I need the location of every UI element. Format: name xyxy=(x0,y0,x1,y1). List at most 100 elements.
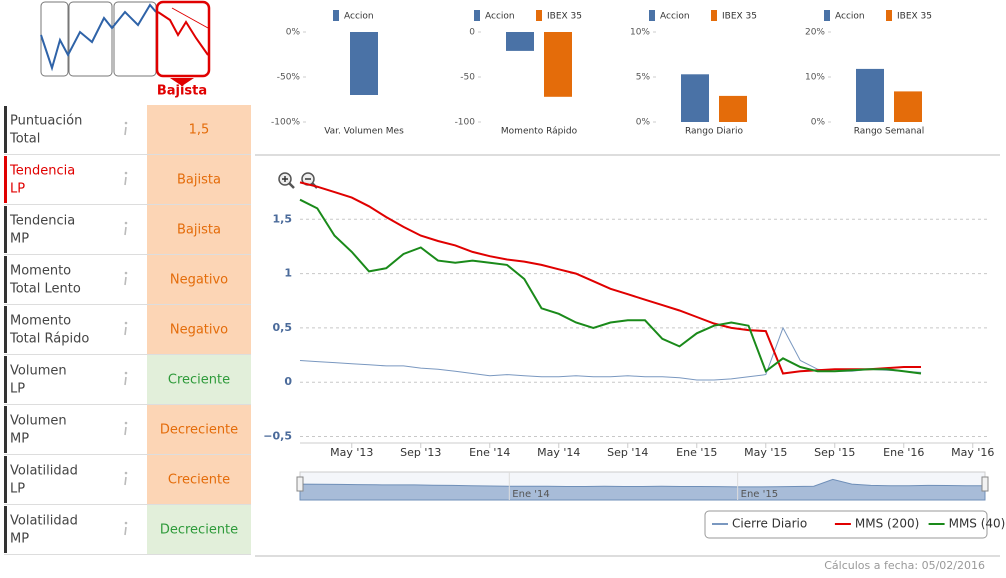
y-tick-label: −0,5 xyxy=(263,429,292,442)
indicator-label: Puntuación xyxy=(10,114,82,129)
bar xyxy=(719,95,747,122)
indicator-cell xyxy=(147,255,251,304)
trend-sparkline xyxy=(157,11,209,56)
y-tick-label: 0,5 xyxy=(273,321,293,334)
indicator-label: Total xyxy=(9,132,40,147)
x-tick-label: Ene '15 xyxy=(676,446,717,459)
row-marker xyxy=(4,106,7,153)
indicator-label: Momento xyxy=(10,264,71,279)
legend-swatch xyxy=(711,10,717,21)
legend-swatch xyxy=(333,10,339,21)
indicator-label: Tendencia xyxy=(9,214,75,229)
info-icon-stem xyxy=(124,176,127,186)
info-icon-dot xyxy=(124,471,128,475)
info-icon-stem xyxy=(124,476,127,486)
indicator-value: Decreciente xyxy=(160,423,238,438)
indicator-value: Negativo xyxy=(170,323,228,338)
info-icon-stem xyxy=(124,326,127,336)
navigator-tick-label: Ene '14 xyxy=(512,489,549,500)
y-tick-label: 0% xyxy=(636,118,651,128)
indicator-cell xyxy=(147,405,251,454)
navigator-handle[interactable] xyxy=(981,476,989,492)
legend-label[interactable]: Cierre Diario xyxy=(732,517,807,531)
y-tick-label: 20% xyxy=(805,28,825,38)
trend-icon[interactable] xyxy=(68,1,113,77)
category-label: Rango Semanal xyxy=(854,127,925,137)
x-tick-label: Sep '14 xyxy=(607,446,648,459)
x-tick-label: Ene '14 xyxy=(469,446,510,459)
info-icon-stem xyxy=(124,526,127,536)
indicator-cell xyxy=(147,505,251,554)
bar xyxy=(350,32,378,95)
info-icon-stem xyxy=(124,426,127,436)
indicator-cell xyxy=(147,155,251,204)
legend-label: IBEX 35 xyxy=(897,12,932,22)
navigator-handle[interactable] xyxy=(296,476,304,492)
indicator-label: Volumen xyxy=(10,414,67,429)
y-tick-label: -50 xyxy=(460,73,475,83)
navigator-tick-label: Ene '15 xyxy=(741,489,778,500)
indicator-value: Decreciente xyxy=(160,523,238,538)
bar xyxy=(894,91,922,122)
x-tick-label: May '15 xyxy=(744,446,787,459)
trend-icon[interactable] xyxy=(113,1,157,77)
x-tick-label: May '13 xyxy=(330,446,373,459)
indicator-label: Total Rápido xyxy=(9,332,89,347)
category-label: Momento Rápido xyxy=(501,127,578,137)
indicator-label: Tendencia xyxy=(9,164,75,179)
info-icon-dot xyxy=(124,271,128,275)
indicator-cell xyxy=(147,355,251,404)
x-tick-label: May '16 xyxy=(951,446,994,459)
y-tick-label: 0 xyxy=(284,375,292,388)
indicator-cell xyxy=(147,105,251,154)
info-icon-dot xyxy=(124,171,128,175)
category-label: Rango Diario xyxy=(685,127,744,137)
info-icon-dot xyxy=(124,521,128,525)
footer: Cálculos a fecha: 05/02/2016 xyxy=(824,559,985,572)
y-tick-label: -100 xyxy=(455,118,476,128)
zoom-out[interactable] xyxy=(301,172,318,189)
indicator-cell xyxy=(147,455,251,504)
pointer xyxy=(170,78,194,86)
legend-label[interactable]: MMS (200) xyxy=(855,517,919,531)
row-marker xyxy=(4,156,7,203)
legend-swatch xyxy=(536,10,542,21)
indicator-label: Total Lento xyxy=(9,282,81,297)
indicator-label: Momento xyxy=(10,314,71,329)
bar xyxy=(506,32,534,51)
bar xyxy=(681,74,709,122)
line-series xyxy=(299,181,921,375)
info-icon-dot xyxy=(124,321,128,325)
legend-swatch xyxy=(824,10,830,21)
zoom-in[interactable] xyxy=(278,172,295,189)
indicator-value: 1,5 xyxy=(189,123,210,138)
info-icon-dot xyxy=(124,421,128,425)
indicator-value: Creciente xyxy=(168,373,230,388)
info-icon-stem xyxy=(124,376,127,386)
legend-label: Accion xyxy=(660,12,690,22)
info-icon-stem xyxy=(124,276,127,286)
trend-label: Bajista xyxy=(157,84,207,99)
y-tick-label: 5% xyxy=(636,73,651,83)
legend-swatch xyxy=(886,10,892,21)
row-marker xyxy=(4,356,7,403)
trend-arrow xyxy=(171,7,209,29)
legend-label[interactable]: MMS (40) xyxy=(949,517,1006,531)
icon-part xyxy=(288,182,295,189)
y-tick-label: 0 xyxy=(469,28,475,38)
bar xyxy=(856,68,884,122)
trend-icons[interactable]: Bajista xyxy=(40,0,211,99)
legend-label: Accion xyxy=(485,12,515,22)
trend-icon-selected[interactable] xyxy=(155,0,211,78)
bar xyxy=(544,32,572,97)
navigator-area xyxy=(299,478,986,501)
category-label: Var. Volumen Mes xyxy=(324,127,404,137)
y-tick-label: 1 xyxy=(284,267,292,280)
row-marker xyxy=(4,406,7,453)
legend-label: Accion xyxy=(344,12,374,22)
indicator-value: Creciente xyxy=(168,473,230,488)
y-tick-label: -100% xyxy=(271,118,300,128)
trend-icon[interactable] xyxy=(40,1,69,77)
indicator-value: Bajista xyxy=(177,223,221,238)
